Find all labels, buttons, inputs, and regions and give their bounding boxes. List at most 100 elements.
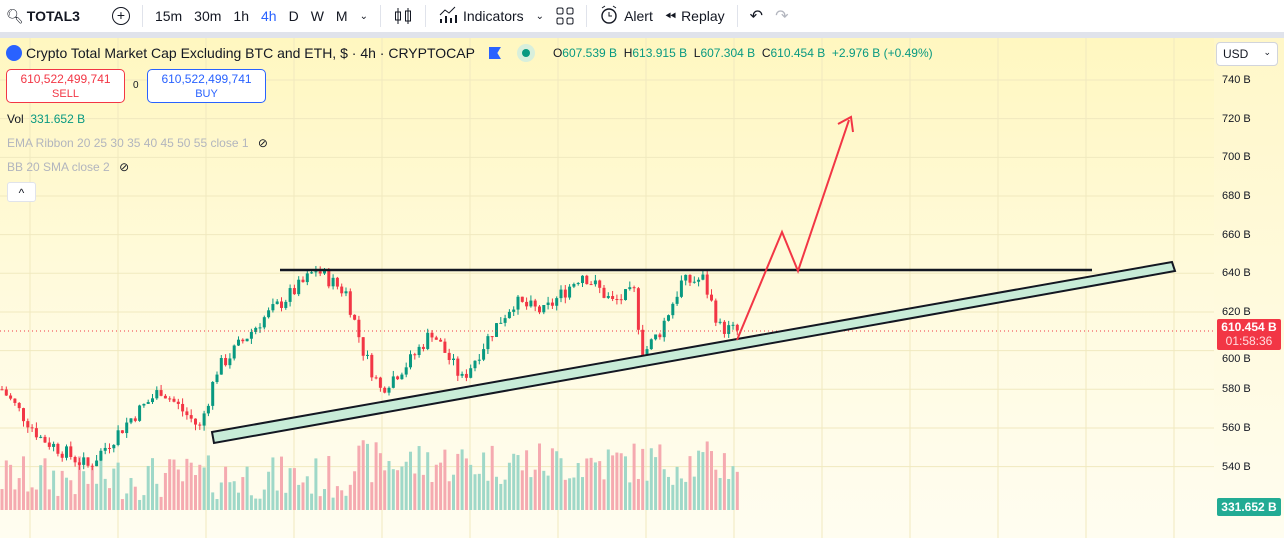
- interval-M[interactable]: M: [335, 8, 348, 24]
- volume-bar: [237, 492, 240, 510]
- volume-bar: [219, 482, 223, 510]
- candle: [632, 287, 636, 289]
- bb-legend[interactable]: BB 20 SMA close 2 ⊘: [7, 160, 130, 174]
- volume-bar: [516, 455, 520, 510]
- candle: [503, 318, 507, 323]
- volume-bar: [533, 469, 537, 510]
- candle: [159, 390, 163, 396]
- candle: [430, 332, 434, 338]
- volume-indicator-legend[interactable]: Vol 331.652 B: [7, 112, 86, 126]
- candle: [581, 275, 584, 284]
- candle: [477, 359, 481, 361]
- flag-icon[interactable]: [488, 47, 501, 59]
- ema-ribbon-legend[interactable]: EMA Ribbon 20 25 30 35 40 45 50 55 close…: [7, 136, 268, 150]
- candle: [649, 339, 653, 350]
- candle: [69, 446, 73, 458]
- interval-D[interactable]: D: [288, 8, 299, 24]
- volume-bar: [215, 499, 219, 510]
- volume-bar: [353, 471, 357, 510]
- chart-pane[interactable]: [0, 38, 1214, 538]
- candle: [473, 360, 477, 369]
- volume-bar: [632, 443, 636, 510]
- volume-bar: [327, 456, 331, 510]
- sell-button[interactable]: 610,522,499,741 SELL: [6, 69, 125, 103]
- candle: [684, 274, 688, 281]
- volume-bar: [546, 475, 550, 510]
- interval-15m[interactable]: 15m: [154, 8, 183, 24]
- candle: [563, 289, 567, 298]
- volume-bar: [559, 458, 563, 510]
- volume-bar: [159, 496, 163, 510]
- layouts-grid-icon[interactable]: [550, 0, 580, 32]
- candle: [391, 376, 395, 388]
- replay-button[interactable]: ⏪︎ Replay: [664, 7, 725, 25]
- volume-bar: [383, 470, 387, 510]
- buy-button[interactable]: 610,522,499,741 BUY: [147, 69, 266, 103]
- volume-bar: [503, 479, 507, 510]
- candle: [667, 315, 670, 321]
- candle: [555, 298, 559, 306]
- candle: [512, 309, 516, 312]
- volume-bar: [460, 449, 464, 510]
- interval-30m[interactable]: 30m: [194, 8, 222, 24]
- chart-type-candles-icon[interactable]: [387, 0, 419, 32]
- interval-4h[interactable]: 4h: [260, 8, 277, 24]
- volume-bar: [611, 455, 615, 510]
- interval-1h[interactable]: 1h: [233, 8, 249, 24]
- candle: [576, 283, 580, 285]
- hidden-eye-icon[interactable]: ⊘: [119, 160, 130, 174]
- currency-select[interactable]: USD ⌄: [1216, 42, 1278, 66]
- candle: [520, 296, 524, 302]
- volume-bar: [151, 458, 154, 510]
- candle: [679, 280, 683, 297]
- collapse-legend-button[interactable]: ^: [7, 182, 36, 202]
- interval-dropdown-chevron-icon[interactable]: ⌄: [359, 10, 368, 22]
- candle: [593, 280, 597, 285]
- candle: [314, 271, 318, 273]
- candle: [82, 457, 86, 465]
- undo-icon[interactable]: ↶: [749, 8, 764, 25]
- volume-bar: [26, 491, 30, 510]
- candle: [254, 327, 258, 332]
- candle: [727, 325, 731, 334]
- volume-bar: [374, 442, 378, 510]
- price-chart[interactable]: [0, 38, 1214, 538]
- volume-bar: [146, 465, 150, 510]
- volume-bar: [602, 479, 606, 510]
- volume-bar: [675, 466, 679, 510]
- volume-bar: [550, 448, 554, 510]
- volume-bar: [297, 484, 301, 510]
- candle: [73, 457, 77, 463]
- projection-arrow[interactable]: [736, 119, 850, 341]
- volume-bar: [731, 466, 735, 510]
- price-axis[interactable]: 740 B 720 B 700 B 680 B 660 B 640 B 620 B 600 B…: [1214, 38, 1284, 538]
- volume-bar: [138, 499, 142, 510]
- candle: [370, 354, 374, 378]
- volume-bar: [13, 489, 17, 510]
- volume-bar: [323, 489, 326, 510]
- volume-bar: [168, 459, 172, 510]
- candle: [181, 403, 185, 412]
- indicators-dropdown-chevron-icon[interactable]: ⌄: [535, 10, 545, 22]
- volume-bar: [507, 462, 511, 510]
- symbol-search[interactable]: 🔍︎ TOTAL3: [6, 7, 80, 25]
- ascending-support-channel[interactable]: [210, 260, 1177, 445]
- volume-bar: [520, 470, 524, 510]
- indicators-button[interactable]: Indicators: [432, 0, 530, 32]
- compare-add-button[interactable]: +: [106, 0, 136, 32]
- volume-bar: [671, 484, 675, 510]
- candle: [108, 447, 111, 449]
- redo-icon[interactable]: ↷: [775, 8, 789, 25]
- volume-bar: [404, 461, 408, 510]
- volume-bar: [116, 462, 120, 510]
- hidden-eye-icon[interactable]: ⊘: [257, 136, 268, 150]
- interval-W[interactable]: W: [310, 8, 324, 24]
- volume-bar: [619, 453, 623, 510]
- indicators-chart-icon: [438, 6, 458, 27]
- alert-button[interactable]: Alert: [593, 0, 659, 32]
- candle: [120, 430, 124, 434]
- candle: [17, 402, 21, 409]
- volume-bar: [314, 458, 318, 510]
- volume-bar: [710, 451, 713, 510]
- candle: [529, 300, 533, 307]
